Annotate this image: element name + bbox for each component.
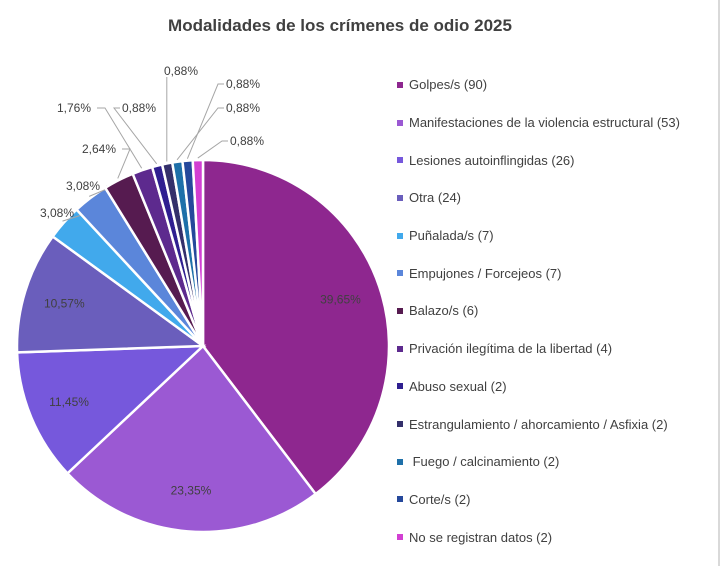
data-label: 0,88% [230,134,264,148]
legend-swatch [397,157,403,164]
data-label: 0,88% [226,77,260,91]
data-label: 3,08% [40,206,74,220]
legend-swatch [397,307,403,314]
legend-swatch [397,81,403,88]
legend-label: Empujones / Forcejeos (7) [409,265,562,281]
legend-label: Puñalada/s (7) [409,228,494,244]
legend-label: Lesiones autoinflingidas (26) [409,152,575,168]
legend-swatch [397,534,403,541]
leader-line [197,140,228,159]
legend-item: Manifestaciones de la violencia estructu… [397,104,680,142]
legend-label: Golpes/s (90) [409,77,488,93]
legend-item: Empujones / Forcejeos (7) [397,254,680,292]
leader-line [117,148,131,179]
legend-item: Corte/s (2) [397,481,680,519]
data-label: 10,57% [44,296,85,310]
legend-item: Privación ilegítima de la libertad (4) [397,330,680,368]
pie-slice[interactable] [201,158,391,496]
legend-item: Lesiones autoinflingidas (26) [397,141,680,179]
legend: Golpes/s (90) Manifestaciones de la viole… [397,66,680,556]
legend-label: Manifestaciones de la violencia estructu… [409,115,680,131]
data-label: 0,88% [164,64,198,78]
legend-swatch [397,458,403,465]
legend-swatch [397,345,403,352]
legend-item: No se registran datos (2) [397,518,680,556]
legend-label: Corte/s (2) [409,491,471,507]
legend-swatch [397,496,403,503]
leader-line [112,107,158,165]
legend-label: Fuego / calcinamiento (2) [409,454,560,470]
legend-item: Golpes/s (90) [397,66,680,104]
legend-swatch [397,421,403,428]
legend-swatch [397,232,403,239]
legend-label: Balazo/s (6) [409,303,479,319]
legend-label: Otra (24) [409,190,462,206]
data-label: 11,45% [49,395,89,409]
legend-swatch [397,194,403,201]
legend-swatch [397,119,403,126]
data-label: 39,65% [320,293,361,307]
data-label: 0,88% [122,101,156,115]
pie-slice[interactable] [191,158,205,347]
leader-line [186,83,224,159]
legend-label: Estrangulamiento / ahorcamiento / Asfixi… [409,416,668,432]
legend-swatch [397,383,403,390]
legend-label: No se registran datos (2) [409,529,553,545]
data-label: 23,35% [171,484,212,498]
leader-line [97,107,143,169]
data-label: 2,64% [82,142,116,156]
legend-label: Abuso sexual (2) [409,378,507,394]
pie-slice[interactable] [15,344,207,476]
legend-swatch [397,270,403,277]
data-label: 1,76% [57,101,91,115]
legend-item: Otra (24) [397,179,680,217]
legend-item: Fuego / calcinamiento (2) [397,443,680,481]
legend-item: Estrangulamiento / ahorcamiento / Asfixi… [397,405,680,443]
legend-item: Balazo/s (6) [397,292,680,330]
legend-label: Privación ilegítima de la libertad (4) [409,341,613,357]
chart-title: Modalidades de los crímenes de odio 2025 [168,16,512,35]
legend-item: Puñalada/s (7) [397,217,680,255]
leader-line [176,107,224,161]
pie-slice[interactable] [65,344,318,534]
pie-slice[interactable] [15,234,207,354]
data-label: 3,08% [66,179,100,193]
data-label: 0,88% [226,101,260,115]
legend-item: Abuso sexual (2) [397,368,680,406]
